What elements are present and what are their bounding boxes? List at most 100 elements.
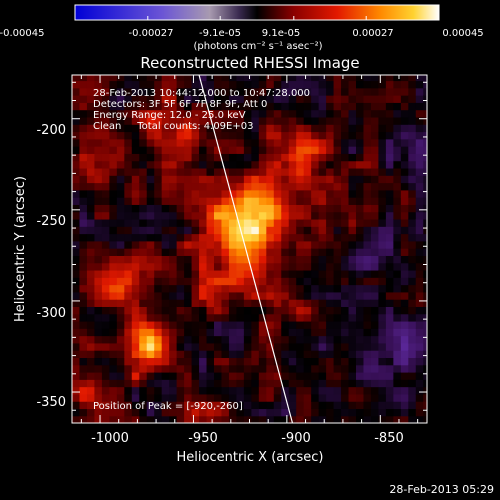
heatmap-pixel	[356, 182, 365, 191]
heatmap-pixel	[214, 87, 223, 96]
heatmap-pixel	[288, 335, 297, 344]
heatmap-pixel	[221, 109, 230, 118]
heatmap-pixel	[258, 226, 267, 235]
heatmap-pixel	[363, 153, 372, 162]
heatmap-pixel	[161, 248, 170, 256]
heatmap-pixel	[94, 255, 103, 264]
heatmap-pixel	[228, 379, 238, 388]
heatmap-pixel	[281, 109, 290, 118]
heatmap-pixel	[221, 75, 230, 82]
heatmap-pixel	[400, 87, 409, 96]
heatmap-pixel	[72, 393, 81, 402]
heatmap-pixel	[79, 393, 88, 402]
heatmap-pixel	[146, 357, 155, 366]
heatmap-pixel	[415, 415, 424, 423]
heatmap-pixel	[86, 80, 96, 89]
heatmap-pixel	[273, 109, 282, 118]
heatmap-pixel	[400, 328, 409, 337]
heatmap-pixel	[236, 197, 245, 205]
heatmap-pixel	[236, 342, 245, 351]
heatmap-pixel	[288, 160, 297, 169]
heatmap-pixel	[154, 116, 163, 125]
heatmap-pixel	[423, 299, 427, 307]
heatmap-pixel	[214, 146, 223, 154]
heatmap-pixel	[236, 233, 245, 242]
heatmap-pixel	[109, 138, 118, 147]
heatmap-pixel	[318, 291, 327, 300]
heatmap-pixel	[408, 350, 417, 359]
heatmap-pixel	[423, 80, 427, 89]
heatmap-pixel	[184, 299, 193, 307]
heatmap-pixel	[228, 299, 238, 307]
heatmap-pixel	[318, 342, 327, 351]
heatmap-pixel	[191, 342, 200, 351]
heatmap-pixel	[206, 291, 215, 300]
heatmap-pixel	[94, 109, 103, 118]
heatmap-pixel	[243, 226, 252, 235]
heatmap-pixel	[206, 379, 215, 388]
heatmap-pixel	[296, 255, 305, 264]
heatmap-pixel	[86, 211, 96, 220]
heatmap-pixel	[251, 211, 260, 220]
heatmap-pixel	[131, 138, 140, 147]
heatmap-pixel	[385, 371, 394, 380]
heatmap-pixel	[206, 175, 215, 184]
heatmap-pixel	[154, 138, 163, 147]
heatmap-pixel	[415, 248, 424, 256]
heatmap-pixel	[318, 357, 327, 366]
heatmap-pixel	[139, 379, 148, 388]
heatmap-pixel	[393, 386, 402, 395]
heatmap-pixel	[363, 320, 372, 329]
heatmap-pixel	[393, 240, 402, 249]
heatmap-pixel	[176, 153, 185, 162]
heatmap-pixel	[378, 277, 387, 286]
heatmap-pixel	[146, 189, 155, 198]
heatmap-pixel	[341, 371, 350, 380]
heatmap-pixel	[423, 102, 427, 111]
heatmap-pixel	[101, 269, 110, 278]
heatmap-pixel	[86, 116, 96, 125]
heatmap-pixel	[101, 218, 110, 227]
heatmap-pixel	[221, 342, 230, 351]
heatmap-pixel	[266, 167, 275, 176]
heatmap-pixel	[288, 306, 297, 315]
heatmap-pixel	[124, 299, 133, 307]
heatmap-pixel	[348, 262, 357, 271]
heatmap-pixel	[348, 299, 357, 307]
heatmap-pixel	[161, 364, 170, 373]
heatmap-pixel	[341, 284, 350, 293]
heatmap-pixel	[169, 371, 178, 380]
heatmap-pixel	[281, 364, 290, 373]
heatmap-pixel	[408, 248, 417, 256]
heatmap-pixel	[94, 306, 103, 315]
heatmap-pixel	[72, 138, 81, 147]
heatmap-pixel	[176, 182, 185, 191]
heatmap-pixel	[154, 197, 163, 205]
heatmap-pixel	[385, 131, 394, 140]
heatmap-pixel	[94, 328, 103, 337]
heatmap-pixel	[146, 306, 155, 315]
heatmap-pixel	[251, 320, 260, 329]
heatmap-pixel	[101, 175, 110, 184]
heatmap-pixel	[296, 328, 305, 337]
heatmap-pixel	[393, 262, 402, 271]
heatmap-pixel	[296, 371, 305, 380]
heatmap-pixel	[131, 350, 140, 359]
heatmap-pixel	[72, 218, 81, 227]
heatmap-pixel	[131, 204, 140, 213]
heatmap-pixel	[281, 335, 290, 344]
heatmap-pixel	[243, 364, 252, 373]
heatmap-pixel	[139, 102, 148, 111]
heatmap-pixel	[378, 131, 387, 140]
heatmap-pixel	[206, 364, 215, 373]
heatmap-pixel	[318, 386, 327, 395]
heatmap-pixel	[288, 291, 297, 300]
annotation-peak-position: Position of Peak = [-920,-260]	[93, 401, 243, 412]
heatmap-pixel	[86, 277, 96, 286]
heatmap-pixel	[348, 175, 357, 184]
heatmap-pixel	[243, 75, 252, 82]
heatmap-pixel	[109, 342, 118, 351]
heatmap-pixel	[116, 262, 125, 271]
heatmap-pixel	[266, 87, 275, 96]
heatmap-pixel	[370, 233, 380, 242]
